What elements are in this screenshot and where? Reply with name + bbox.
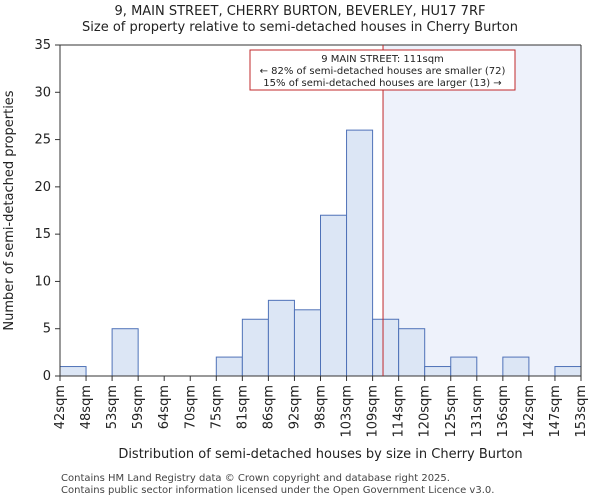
x-tick-label: 75sqm — [209, 385, 224, 429]
x-tick-label: 92sqm — [287, 385, 302, 429]
x-tick-label: 98sqm — [314, 385, 329, 429]
y-tick-label: 30 — [34, 85, 51, 100]
x-tick-label: 64sqm — [157, 385, 172, 429]
y-tick-label: 10 — [34, 274, 51, 289]
x-tick-label: 114sqm — [392, 385, 407, 438]
x-tick-label: 53sqm — [105, 385, 120, 429]
x-tick-label: 153sqm — [574, 385, 589, 438]
histogram-bar — [241, 318, 269, 377]
y-tick-label: 20 — [34, 180, 51, 195]
x-tick-label: 131sqm — [470, 385, 485, 438]
histogram-bar — [346, 129, 374, 377]
x-tick-label: 59sqm — [131, 385, 146, 429]
y-tick-label: 35 — [34, 38, 51, 53]
x-tick-label: 136sqm — [496, 385, 511, 438]
histogram-bar — [111, 328, 139, 377]
histogram-bar — [450, 356, 478, 377]
x-axis-title: Distribution of semi-detached houses by … — [118, 447, 522, 462]
x-tick-label: 142sqm — [522, 385, 537, 438]
annotation-line-smaller: ← 82% of semi-detached houses are smalle… — [260, 66, 506, 77]
y-tick-label: 0 — [43, 369, 51, 384]
chart-title-subtitle: Size of property relative to semi-detach… — [82, 20, 518, 35]
footer-licence: Contains public sector information licen… — [61, 485, 495, 496]
x-tick-label: 70sqm — [183, 385, 198, 429]
histogram-bar — [372, 318, 400, 377]
y-axis-title: Number of semi-detached properties — [2, 90, 17, 330]
highlight-region — [383, 45, 581, 376]
histogram-bar — [293, 309, 322, 377]
x-tick-label: 86sqm — [261, 385, 276, 429]
y-tick-label: 15 — [34, 227, 51, 242]
histogram-bar — [398, 328, 426, 377]
x-tick-label: 125sqm — [444, 385, 459, 438]
x-tick-label: 109sqm — [366, 385, 381, 438]
footer-copyright: Contains HM Land Registry data © Crown c… — [61, 473, 450, 484]
histogram-bar — [59, 366, 87, 377]
histogram-bar — [320, 214, 348, 377]
annotation-line-larger: 15% of semi-detached houses are larger (… — [263, 78, 501, 89]
annotation-line-property: 9 MAIN STREET: 111sqm — [321, 54, 444, 65]
x-tick-label: 120sqm — [418, 385, 433, 438]
x-tick-label: 42sqm — [53, 385, 68, 429]
x-tick-label: 103sqm — [340, 385, 355, 438]
annotation-box — [249, 49, 516, 91]
histogram-bar — [267, 299, 295, 377]
histogram-bar — [502, 356, 530, 377]
x-tick-label: 81sqm — [235, 385, 250, 429]
x-tick-label: 48sqm — [79, 385, 94, 429]
y-tick-label: 5 — [43, 322, 51, 337]
histogram-bar — [424, 366, 452, 377]
chart-title-address: 9, MAIN STREET, CHERRY BURTON, BEVERLEY,… — [114, 4, 486, 19]
histogram-bar — [554, 366, 582, 377]
histogram-bar — [215, 356, 243, 377]
y-tick-label: 25 — [34, 133, 51, 148]
x-tick-label: 147sqm — [548, 385, 563, 438]
